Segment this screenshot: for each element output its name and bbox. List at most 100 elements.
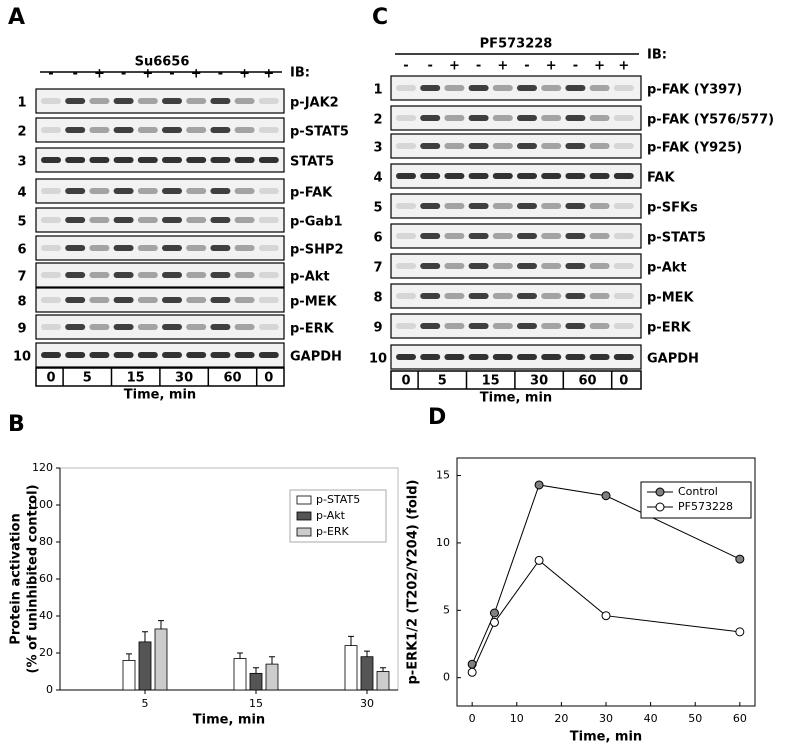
lane-sign: + bbox=[239, 67, 250, 82]
band bbox=[444, 233, 465, 239]
y-tick-label: 120 bbox=[32, 461, 53, 474]
band bbox=[137, 245, 158, 251]
band bbox=[613, 263, 634, 269]
band bbox=[258, 245, 279, 251]
time-box bbox=[390, 370, 642, 390]
band bbox=[541, 173, 562, 179]
panel-label: B bbox=[8, 412, 25, 437]
band bbox=[565, 323, 586, 329]
band bbox=[210, 157, 231, 163]
band bbox=[444, 323, 465, 329]
band bbox=[565, 143, 586, 149]
band bbox=[589, 115, 610, 121]
band bbox=[420, 233, 441, 239]
band bbox=[186, 127, 207, 133]
legend-swatch bbox=[296, 495, 312, 505]
bar bbox=[360, 656, 374, 691]
band bbox=[65, 324, 86, 330]
band bbox=[541, 203, 562, 209]
band bbox=[210, 127, 231, 133]
row-label: p-MEK bbox=[647, 291, 695, 306]
band bbox=[137, 127, 158, 133]
lane-sign: + bbox=[546, 59, 557, 74]
band bbox=[492, 115, 513, 121]
y-tick-label: 10 bbox=[436, 536, 450, 549]
band bbox=[89, 188, 110, 194]
band bbox=[137, 352, 158, 358]
panel-label: C bbox=[372, 5, 388, 30]
band bbox=[186, 272, 207, 278]
bar bbox=[122, 660, 136, 691]
bar bbox=[344, 645, 358, 691]
lane-sign: + bbox=[94, 67, 105, 82]
band bbox=[517, 323, 537, 329]
band bbox=[468, 293, 489, 299]
row-number: 9 bbox=[17, 322, 26, 337]
band bbox=[258, 127, 279, 133]
row-label: p-STAT5 bbox=[647, 231, 706, 246]
band bbox=[113, 217, 134, 223]
band bbox=[444, 173, 465, 179]
band bbox=[113, 272, 134, 278]
band bbox=[113, 188, 134, 194]
band bbox=[234, 98, 255, 104]
band bbox=[210, 297, 231, 303]
band bbox=[468, 85, 489, 91]
row-label: GAPDH bbox=[647, 352, 699, 367]
row-number: 4 bbox=[17, 186, 26, 201]
y-axis-label: p-ERK1/2 (T202/Y204) (fold) bbox=[406, 480, 421, 685]
band bbox=[65, 245, 86, 251]
error-bar bbox=[364, 650, 370, 657]
band bbox=[258, 297, 279, 303]
bar bbox=[249, 672, 263, 691]
lane-sign: - bbox=[121, 67, 126, 82]
band bbox=[420, 143, 441, 149]
legend-marker bbox=[655, 487, 665, 497]
band bbox=[589, 85, 610, 91]
band bbox=[517, 143, 537, 149]
y-tick-label: 100 bbox=[32, 498, 53, 511]
x-tick-label: 30 bbox=[599, 712, 613, 725]
legend-label: p-Akt bbox=[316, 509, 346, 522]
lane-sign: + bbox=[618, 59, 629, 74]
band bbox=[65, 188, 86, 194]
band bbox=[113, 98, 134, 104]
band bbox=[234, 245, 255, 251]
error-bar bbox=[380, 667, 386, 672]
row-number: 4 bbox=[373, 171, 382, 186]
x-tick-label: 40 bbox=[644, 712, 658, 725]
lane-sign: - bbox=[573, 59, 578, 74]
bar bbox=[138, 641, 152, 691]
band bbox=[258, 217, 279, 223]
band bbox=[258, 324, 279, 330]
treatment: PF573228 bbox=[480, 37, 553, 52]
band bbox=[258, 352, 279, 358]
band bbox=[396, 293, 416, 299]
y-tick-label: 15 bbox=[436, 469, 450, 482]
row-number: 8 bbox=[373, 291, 382, 306]
lane-sign: - bbox=[476, 59, 481, 74]
band bbox=[89, 324, 110, 330]
point bbox=[489, 617, 499, 627]
band bbox=[186, 188, 207, 194]
time-axis-label: Time, min bbox=[480, 391, 552, 406]
band bbox=[162, 157, 182, 163]
band bbox=[613, 143, 634, 149]
row-label: FAK bbox=[647, 171, 675, 186]
band bbox=[396, 354, 416, 360]
time-label: 30 bbox=[530, 374, 548, 389]
panel-label: D bbox=[428, 405, 446, 430]
row-number: 10 bbox=[369, 352, 387, 367]
blot-strip bbox=[390, 313, 642, 339]
band bbox=[492, 85, 513, 91]
band bbox=[41, 98, 61, 104]
row-label: p-FAK (Y576/577) bbox=[647, 113, 774, 128]
point bbox=[534, 480, 544, 490]
point bbox=[735, 627, 745, 637]
band bbox=[468, 173, 489, 179]
band bbox=[420, 293, 441, 299]
band bbox=[613, 85, 634, 91]
lane-sign: + bbox=[594, 59, 605, 74]
band bbox=[234, 157, 255, 163]
band bbox=[589, 203, 610, 209]
